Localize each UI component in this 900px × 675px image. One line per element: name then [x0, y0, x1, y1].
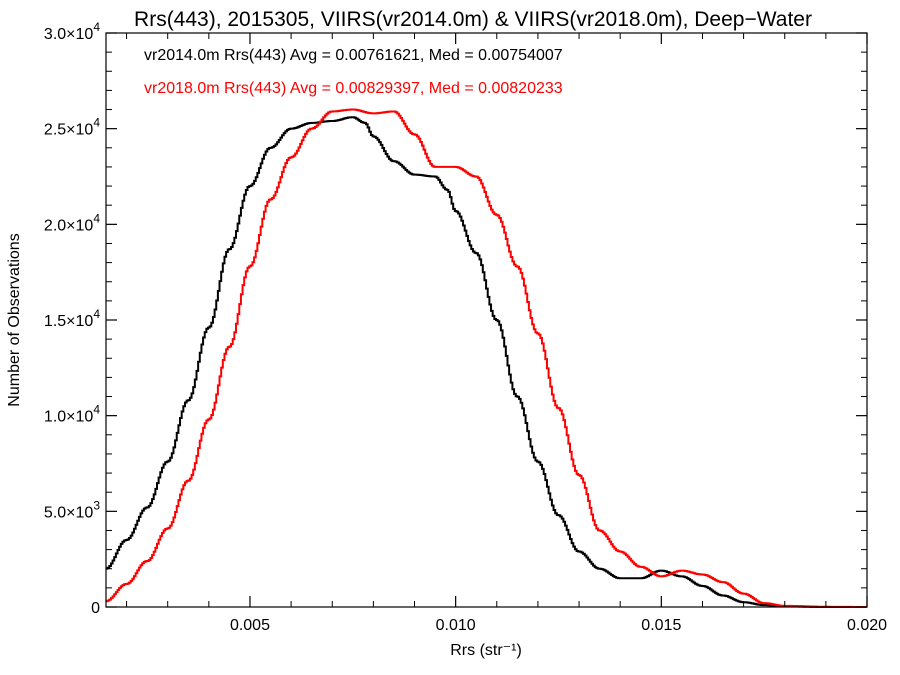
y-axis-label: Number of Observations — [6, 233, 23, 406]
y-tick-label: 2.5×104 — [44, 116, 100, 139]
y-tick-label: 5.0×103 — [44, 498, 100, 521]
y-tick-label: 3.0×104 — [44, 20, 100, 43]
y-tick-label: 0 — [91, 600, 100, 617]
y-axis: 0 5.0×103 1.0×104 1.5×104 2.0×104 2.5×104 3.0×… — [44, 20, 867, 617]
y-tick-label: 2.0×104 — [44, 211, 100, 234]
series-line-0 — [106, 116, 867, 608]
chart-title: Rrs(443), 2015305, VIIRS(vr2014.0m) & VI… — [134, 8, 812, 31]
x-tick-label: 0.015 — [641, 617, 681, 634]
x-tick-label: 0.005 — [230, 617, 270, 634]
y-tick-label: 1.0×104 — [44, 403, 100, 426]
series-line-1 — [106, 108, 867, 608]
plot-frame — [105, 32, 868, 608]
y-tick-label: 1.5×104 — [44, 307, 100, 330]
x-tick-label: 0.010 — [436, 617, 476, 634]
legend-entry-vr2014: vr2014.0m Rrs(443) Avg = 0.00761621, Med… — [144, 47, 563, 64]
series-layer — [106, 108, 867, 608]
x-axis-label: Rrs (str⁻¹) — [450, 642, 522, 659]
x-axis: 0.005 0.010 0.015 0.020 — [126, 33, 887, 634]
legend-entry-vr2018: vr2018.0m Rrs(443) Avg = 0.00829397, Med… — [144, 80, 563, 97]
x-tick-label: 0.020 — [847, 617, 887, 634]
